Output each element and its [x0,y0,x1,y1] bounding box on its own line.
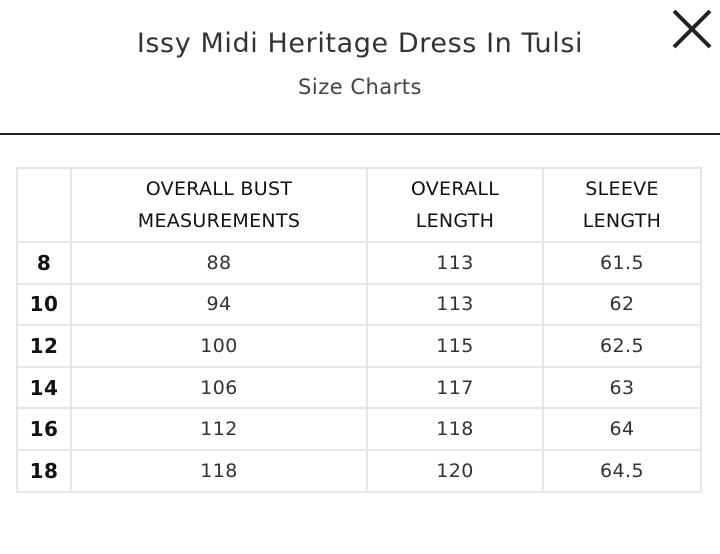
length-cell: 120 [366,448,544,493]
size-cell: 8 [16,241,72,285]
size-cell: 12 [16,324,72,368]
header-sleeve-label: SLEEVE LENGTH [582,178,662,232]
bust-cell: 106 [70,365,368,410]
size-table: OVERALL BUST MEASUREMENTS OVERALL LENGTH… [16,167,702,493]
header-length-label: OVERALL LENGTH [410,178,500,232]
page-subtitle: Size Charts [298,75,422,99]
bust-cell: 112 [70,407,368,451]
bust-cell: 94 [70,282,368,327]
sleeve-cell: 63 [542,365,702,410]
size-cell: 10 [16,282,72,327]
length-cell: 113 [366,282,544,327]
header-bust-label: OVERALL BUST MEASUREMENTS [137,178,301,232]
sleeve-cell: 64.5 [542,448,702,493]
sleeve-cell: 62 [542,282,702,327]
size-cell: 16 [16,407,72,451]
header-length: OVERALL LENGTH [366,167,544,243]
sleeve-cell: 64 [542,407,702,451]
page-title: Issy Midi Heritage Dress In Tulsi [136,28,584,59]
header-divider [0,133,720,135]
table-row: 18 118 120 64.5 [16,448,702,493]
table-row: 16 112 118 64 [16,407,702,451]
header-sleeve: SLEEVE LENGTH [542,167,702,243]
sleeve-cell: 61.5 [542,241,702,285]
length-cell: 115 [366,324,544,368]
table-row: 14 106 117 63 [16,365,702,410]
bust-cell: 88 [70,241,368,285]
bust-cell: 100 [70,324,368,368]
length-cell: 118 [366,407,544,451]
close-icon [672,9,712,49]
table-header-row: OVERALL BUST MEASUREMENTS OVERALL LENGTH… [16,167,702,243]
sleeve-cell: 62.5 [542,324,702,368]
close-button[interactable] [668,8,716,52]
length-cell: 113 [366,241,544,285]
size-cell: 14 [16,365,72,410]
bust-cell: 118 [70,448,368,493]
size-cell: 18 [16,448,72,493]
table-row: 8 88 113 61.5 [16,241,702,285]
header-size [16,167,72,243]
length-cell: 117 [366,365,544,410]
header-bust: OVERALL BUST MEASUREMENTS [70,167,368,243]
table-row: 10 94 113 62 [16,282,702,327]
table-row: 12 100 115 62.5 [16,324,702,368]
